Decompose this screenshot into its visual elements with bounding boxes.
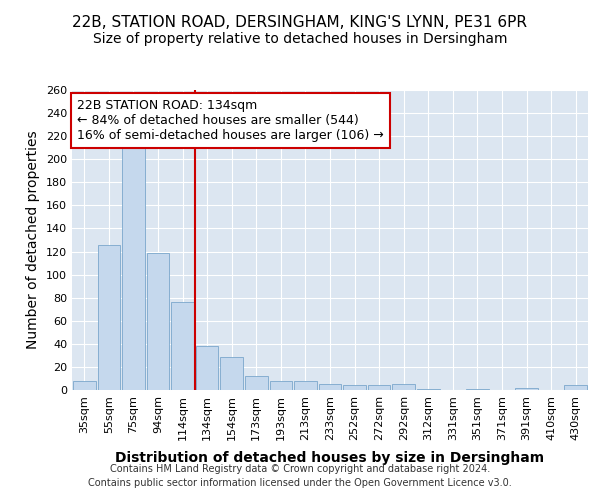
- Bar: [122, 140, 145, 390]
- Bar: [245, 376, 268, 390]
- Bar: [98, 244, 120, 390]
- Bar: [417, 389, 440, 390]
- Y-axis label: Number of detached properties: Number of detached properties: [26, 130, 40, 350]
- Bar: [73, 381, 95, 390]
- Bar: [466, 389, 489, 390]
- Bar: [392, 384, 415, 390]
- Bar: [269, 381, 292, 390]
- Bar: [343, 386, 366, 390]
- Bar: [368, 386, 391, 390]
- Text: Contains HM Land Registry data © Crown copyright and database right 2024.
Contai: Contains HM Land Registry data © Crown c…: [88, 464, 512, 487]
- Bar: [319, 384, 341, 390]
- Bar: [515, 388, 538, 390]
- Text: Size of property relative to detached houses in Dersingham: Size of property relative to detached ho…: [93, 32, 507, 46]
- Bar: [171, 302, 194, 390]
- Bar: [294, 381, 317, 390]
- Text: 22B, STATION ROAD, DERSINGHAM, KING'S LYNN, PE31 6PR: 22B, STATION ROAD, DERSINGHAM, KING'S LY…: [73, 15, 527, 30]
- Bar: [220, 356, 243, 390]
- X-axis label: Distribution of detached houses by size in Dersingham: Distribution of detached houses by size …: [115, 451, 545, 465]
- Text: 22B STATION ROAD: 134sqm
← 84% of detached houses are smaller (544)
16% of semi-: 22B STATION ROAD: 134sqm ← 84% of detach…: [77, 99, 384, 142]
- Bar: [565, 386, 587, 390]
- Bar: [196, 346, 218, 390]
- Bar: [146, 252, 169, 390]
